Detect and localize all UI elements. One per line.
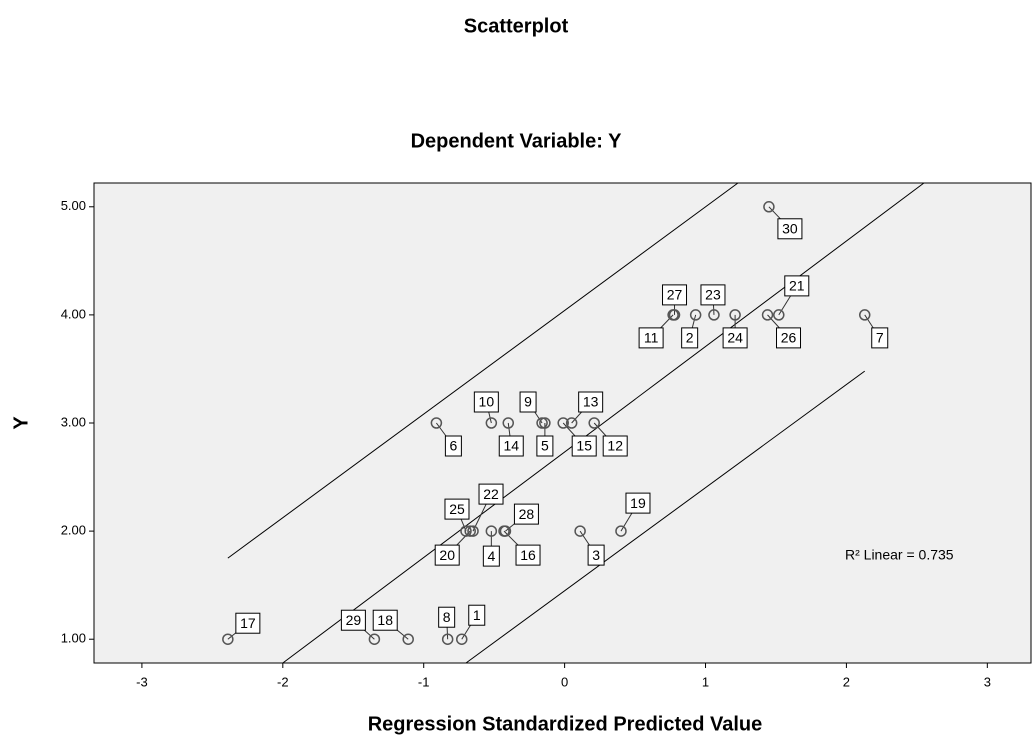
point-label: 12: [607, 438, 623, 454]
point-label: 21: [789, 278, 805, 294]
y-tick-label: 5.00: [61, 198, 86, 213]
point-label: 30: [782, 220, 798, 236]
x-tick-label: 3: [984, 674, 991, 689]
chart-subtitle: Dependent Variable: Y: [411, 130, 622, 152]
y-tick-label: 3.00: [61, 414, 86, 429]
point-label: 7: [876, 330, 884, 346]
point-label: 27: [667, 287, 683, 303]
x-tick-label: 0: [561, 674, 568, 689]
point-label: 26: [781, 330, 797, 346]
point-label: 11: [644, 330, 659, 346]
point-label: 23: [705, 287, 721, 303]
chart-title: Scatterplot: [464, 15, 569, 37]
x-tick-label: -1: [418, 674, 430, 689]
x-tick-label: 1: [702, 674, 709, 689]
point-label: 24: [727, 330, 743, 346]
y-tick-label: 4.00: [61, 306, 86, 321]
x-axis-label: Regression Standardized Predicted Value: [368, 713, 763, 735]
page: {"chart_data": { "type": "scatter", "tit…: [0, 0, 1032, 742]
point-label: 15: [576, 438, 592, 454]
chart: Scatterplot Dependent Variable: Y Regres…: [0, 0, 1032, 742]
y-tick-label: 1.00: [61, 631, 86, 646]
point-label: 2: [686, 330, 694, 346]
point-label: 14: [503, 438, 519, 454]
point-label: 19: [630, 495, 646, 511]
point-label: 16: [520, 547, 536, 563]
point-label: 4: [487, 548, 495, 564]
y-axis-label: Y: [10, 416, 32, 430]
point-label: 18: [377, 612, 393, 628]
x-tick-label: 2: [843, 674, 850, 689]
point-label: 17: [240, 615, 256, 631]
point-label: 9: [524, 394, 532, 410]
point-label: 22: [483, 486, 499, 502]
point-label: 8: [443, 609, 451, 625]
point-label: 6: [449, 438, 457, 454]
point-label: 20: [439, 547, 455, 563]
annotation: R² Linear = 0.735: [845, 547, 954, 563]
point-label: 5: [541, 438, 549, 454]
point-label: 1: [473, 607, 481, 623]
point-label: 3: [592, 547, 600, 563]
point-label: 10: [479, 394, 495, 410]
x-tick-label: -2: [277, 674, 289, 689]
y-tick-label: 2.00: [61, 523, 86, 538]
point-label: 29: [346, 612, 362, 628]
point-label: 25: [449, 501, 465, 517]
point-label: 28: [519, 506, 535, 522]
point-label: 13: [583, 394, 599, 410]
plot-area: [94, 183, 1031, 663]
x-tick-label: -3: [136, 674, 148, 689]
